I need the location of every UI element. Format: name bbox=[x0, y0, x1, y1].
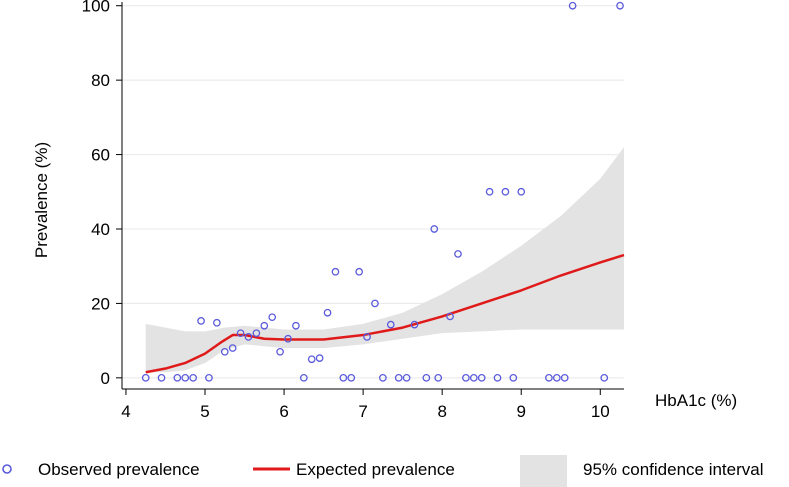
observed-point bbox=[410, 320, 419, 329]
observed-point bbox=[517, 187, 526, 196]
x-tick-label: 9 bbox=[516, 402, 525, 421]
observed-point bbox=[315, 354, 324, 362]
observed-point bbox=[552, 373, 561, 382]
observed-point bbox=[244, 333, 253, 341]
observed-point bbox=[493, 373, 502, 382]
observed-point bbox=[181, 373, 190, 382]
observed-point bbox=[379, 373, 387, 382]
observed-point bbox=[371, 299, 379, 308]
x-tick-label: 5 bbox=[200, 402, 209, 421]
observed-point bbox=[347, 373, 356, 382]
observed-point bbox=[462, 373, 470, 382]
observed-point bbox=[386, 320, 395, 329]
observed-point bbox=[141, 373, 150, 382]
tick-labels: 0 20 40 60 80 100 4 5 6 7 8 9 10 bbox=[82, 0, 610, 421]
observed-point bbox=[252, 329, 261, 338]
observed-point bbox=[469, 373, 478, 382]
x-tick-label: 10 bbox=[591, 402, 610, 421]
observed-point bbox=[560, 373, 569, 382]
observed-point bbox=[402, 373, 411, 382]
axes bbox=[116, 2, 624, 395]
observed-point bbox=[323, 308, 332, 317]
observed-point bbox=[394, 373, 403, 382]
observed-point bbox=[600, 373, 609, 382]
legend-observed-marker bbox=[2, 464, 12, 474]
observed-point bbox=[434, 373, 443, 382]
observed-point bbox=[430, 225, 439, 233]
observed-point bbox=[220, 347, 229, 356]
legend-expected-label: Expected prevalence bbox=[296, 460, 455, 479]
confidence-band bbox=[145, 147, 624, 373]
observed-point bbox=[422, 373, 431, 382]
y-tick-label: 0 bbox=[101, 369, 110, 388]
y-tick-label: 20 bbox=[91, 294, 110, 313]
observed-point bbox=[213, 318, 221, 327]
observed-point bbox=[157, 373, 166, 382]
expected-line-group bbox=[145, 253, 625, 374]
observed-points-group bbox=[141, 1, 624, 382]
observed-point bbox=[355, 267, 364, 276]
x-tick-label: 8 bbox=[437, 402, 446, 421]
y-axis-title: Prevalence (%) bbox=[32, 142, 51, 258]
observed-point bbox=[260, 321, 269, 330]
observed-point bbox=[205, 373, 213, 382]
y-tick-label: 80 bbox=[91, 71, 110, 90]
observed-point bbox=[363, 333, 371, 341]
legend-observed-label: Observed prevalence bbox=[38, 460, 200, 479]
observed-point bbox=[189, 373, 197, 382]
observed-point bbox=[339, 373, 348, 382]
observed-point bbox=[284, 334, 292, 343]
x-tick-label: 6 bbox=[279, 402, 288, 421]
observed-point bbox=[228, 344, 237, 352]
observed-point bbox=[307, 355, 316, 364]
observed-point bbox=[276, 347, 284, 356]
observed-point bbox=[454, 250, 462, 258]
x-axis-title: HbA1c (%) bbox=[655, 391, 737, 410]
legend-ci-label: 95% confidence interval bbox=[583, 460, 764, 479]
observed-point bbox=[331, 267, 340, 276]
confidence-band-group bbox=[145, 147, 624, 373]
legend-ci-swatch bbox=[520, 455, 567, 487]
y-tick-label: 60 bbox=[91, 146, 110, 165]
observed-point bbox=[446, 312, 454, 321]
x-tick-label: 4 bbox=[121, 402, 130, 421]
observed-point bbox=[545, 373, 553, 382]
observed-point bbox=[616, 1, 624, 10]
observed-point bbox=[509, 373, 518, 382]
expected-prevalence-line bbox=[145, 253, 625, 374]
observed-point bbox=[173, 373, 182, 382]
y-tick-label: 40 bbox=[91, 220, 110, 239]
observed-point bbox=[501, 187, 510, 196]
observed-point bbox=[197, 317, 205, 325]
x-tick-label: 7 bbox=[358, 402, 367, 421]
y-tick-label: 100 bbox=[82, 0, 110, 16]
observed-point bbox=[568, 1, 577, 10]
observed-point bbox=[299, 373, 308, 382]
observed-point bbox=[485, 187, 494, 196]
legend: Observed prevalence Expected prevalence … bbox=[2, 455, 764, 487]
observed-point bbox=[477, 373, 486, 382]
observed-point bbox=[292, 321, 300, 330]
observed-point bbox=[236, 329, 245, 338]
observed-point bbox=[268, 313, 277, 322]
